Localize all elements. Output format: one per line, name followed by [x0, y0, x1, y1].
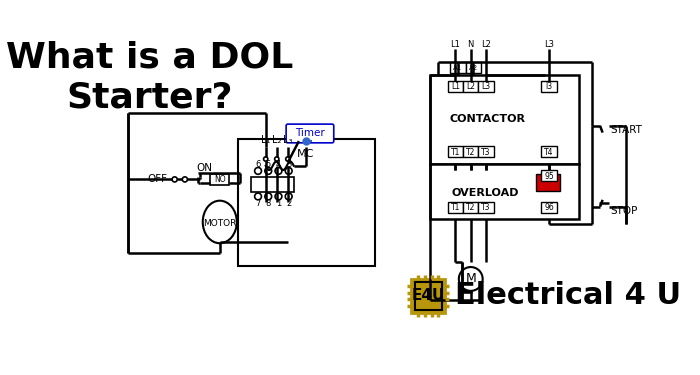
Text: OFF: OFF	[148, 174, 168, 184]
Text: L₂: L₂	[272, 135, 281, 146]
Text: T2: T2	[466, 203, 475, 212]
Circle shape	[215, 209, 225, 218]
Circle shape	[286, 157, 290, 161]
Bar	[430, 164, 579, 219]
Circle shape	[182, 177, 188, 182]
Text: L1: L1	[451, 82, 460, 91]
Text: NO: NO	[214, 175, 225, 184]
Circle shape	[255, 193, 261, 200]
Bar	[411, 279, 445, 313]
Text: Timer: Timer	[295, 129, 325, 138]
Bar	[541, 201, 556, 213]
Text: T4: T4	[545, 148, 554, 157]
Text: T1: T1	[451, 203, 460, 212]
Bar	[239, 139, 374, 266]
Text: T3: T3	[482, 203, 491, 212]
Circle shape	[264, 157, 268, 161]
Bar	[541, 146, 556, 157]
Bar	[463, 201, 478, 213]
Bar	[211, 174, 229, 184]
Circle shape	[215, 217, 225, 226]
Text: L₃: L₃	[283, 135, 293, 146]
Bar	[450, 62, 466, 73]
Bar	[478, 146, 493, 157]
Text: L1: L1	[451, 40, 461, 50]
Circle shape	[172, 177, 177, 182]
Text: 2: 2	[286, 199, 291, 208]
Bar	[448, 81, 463, 92]
Text: 1: 1	[276, 199, 281, 208]
Bar	[463, 81, 478, 92]
Text: MC: MC	[297, 149, 314, 159]
Text: L3: L3	[544, 40, 554, 50]
Text: 6: 6	[256, 160, 260, 169]
Text: OVERLOAD: OVERLOAD	[452, 189, 519, 198]
Text: T3: T3	[482, 148, 491, 157]
Text: ON: ON	[197, 163, 212, 172]
Bar	[463, 146, 478, 157]
Bar	[414, 282, 442, 310]
Circle shape	[215, 226, 225, 235]
Text: l3: l3	[545, 82, 552, 91]
Text: 4: 4	[276, 160, 281, 169]
Text: A1: A1	[454, 65, 463, 71]
Text: T1: T1	[451, 148, 460, 157]
Text: 7: 7	[256, 199, 260, 208]
Bar	[536, 174, 560, 191]
Circle shape	[286, 193, 292, 200]
Text: MOTOR: MOTOR	[203, 219, 237, 228]
Circle shape	[286, 168, 292, 174]
Circle shape	[274, 157, 279, 161]
Circle shape	[275, 193, 282, 200]
Bar	[478, 81, 493, 92]
Text: What is a DOL
Starter?: What is a DOL Starter?	[6, 41, 293, 114]
Text: 96: 96	[544, 203, 554, 212]
Text: N: N	[468, 40, 474, 50]
Text: L2: L2	[481, 40, 491, 50]
Text: 5: 5	[265, 160, 271, 169]
Text: STOP: STOP	[610, 206, 638, 216]
Text: L2: L2	[466, 82, 475, 91]
Text: CONTACTOR: CONTACTOR	[449, 114, 525, 125]
Circle shape	[265, 193, 272, 200]
Text: A2: A2	[469, 65, 478, 71]
Circle shape	[458, 267, 483, 291]
Bar	[251, 177, 294, 192]
FancyBboxPatch shape	[286, 124, 334, 143]
Text: M: M	[466, 273, 476, 285]
Circle shape	[275, 168, 282, 174]
Bar	[448, 201, 463, 213]
Ellipse shape	[203, 201, 237, 243]
Text: L₁: L₁	[261, 135, 270, 146]
Text: 95: 95	[544, 171, 554, 180]
Text: E4U: E4U	[412, 288, 445, 303]
Circle shape	[255, 168, 261, 174]
Bar	[448, 146, 463, 157]
Bar	[466, 62, 481, 73]
Bar	[541, 81, 556, 92]
Text: Electrical 4 U: Electrical 4 U	[456, 282, 682, 310]
Bar	[430, 75, 579, 164]
Bar	[478, 201, 493, 213]
Text: 8: 8	[265, 199, 271, 208]
Text: START: START	[610, 125, 642, 135]
Circle shape	[265, 168, 272, 174]
Bar	[541, 170, 556, 181]
Text: L3: L3	[482, 82, 491, 91]
Text: T2: T2	[466, 148, 475, 157]
Text: 3: 3	[286, 160, 291, 169]
